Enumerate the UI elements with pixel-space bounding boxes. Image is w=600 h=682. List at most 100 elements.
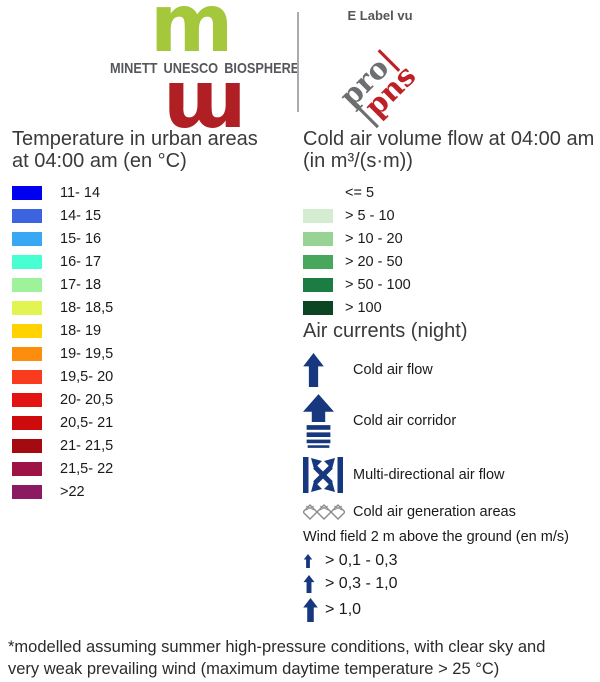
unesco-word: UNESCO xyxy=(163,60,219,77)
flow-rows: <= 5 > 5 - 10 > 10 - 20 > 20 - 50 > 50 -… xyxy=(303,181,598,319)
temperature-title-line2: at 04:00 am (en °C) xyxy=(12,150,187,172)
temperature-title-line1: Temperature in urban areas xyxy=(12,128,258,150)
cold-air-corridor-icon xyxy=(303,394,353,448)
cold-air-generation-areas-icon xyxy=(303,503,353,521)
legend-label: > 0,3 - 1,0 xyxy=(325,575,398,592)
legend-row: > 10 - 20 xyxy=(303,227,598,250)
legend-label: 14- 15 xyxy=(60,207,102,224)
temperature-rows: 11- 14 14- 15 15- 16 16- 17 17- 18 18- 1… xyxy=(12,181,292,503)
legend-row: 18- 19 xyxy=(12,319,292,342)
color-swatch xyxy=(12,369,42,384)
wind-field-title: Wind field 2 m above the ground (en m/s) xyxy=(303,529,569,545)
air-currents-section: Air currents (night) Cold air flow Cold … xyxy=(303,320,598,624)
color-swatch xyxy=(12,231,42,246)
wind-arrow-medium-icon xyxy=(303,575,325,593)
color-swatch xyxy=(12,346,42,361)
legend-label: >22 xyxy=(60,483,85,500)
legend-row: 15- 16 xyxy=(12,227,292,250)
color-swatch xyxy=(303,300,333,315)
legend-row: > 100 xyxy=(303,296,598,319)
legend-label: 17- 18 xyxy=(60,276,102,293)
prosud-rotated-text: pro| sud| xyxy=(333,43,426,134)
legend-row: Cold air flow xyxy=(303,349,598,391)
legend-row: > 0,1 - 0,3 xyxy=(303,550,598,572)
header-divider xyxy=(297,12,299,112)
legend-label: > 20 - 50 xyxy=(345,253,403,270)
color-swatch xyxy=(12,392,42,407)
legend-row: 20- 20,5 xyxy=(12,388,292,411)
cold-air-flow-arrow-icon xyxy=(303,353,353,387)
legend-label: > 10 - 20 xyxy=(345,230,403,247)
legend-label: <= 5 xyxy=(345,184,375,201)
minett-green-m-icon: m xyxy=(150,0,234,70)
legend-row: 20,5- 21 xyxy=(12,411,292,434)
minett-logo-text: MINETT UNESCO BIOSPHERE xyxy=(110,60,299,77)
legend-label: 20,5- 21 xyxy=(60,414,114,431)
multi-directional-air-flow-icon xyxy=(303,455,353,495)
color-swatch xyxy=(303,231,333,246)
flow-title-line2: (in m³/(s·m)) xyxy=(303,150,413,172)
legend-row: > 5 - 10 xyxy=(303,204,598,227)
minett-biosphere-logo: m MINETT UNESCO BIOSPHERE m xyxy=(90,0,300,157)
prosud-label: E Label vu xyxy=(347,8,413,23)
footnote-line1: *modelled assuming summer high-pressure … xyxy=(8,638,546,656)
legend-label: 18- 18,5 xyxy=(60,299,114,316)
legend-label: 11- 14 xyxy=(60,184,101,201)
legend-label: 16- 17 xyxy=(60,253,102,270)
legend-label: 19,5- 20 xyxy=(60,368,114,385)
legend-label: 21- 21,5 xyxy=(60,437,114,454)
legend-row: 16- 17 xyxy=(12,250,292,273)
prosud-mark-icon: pro| sud| xyxy=(333,42,426,134)
legend-row: 19- 19,5 xyxy=(12,342,292,365)
legend-label: Cold air generation areas xyxy=(353,504,516,520)
legend-label: 20- 20,5 xyxy=(60,391,114,408)
legend-row: 17- 18 xyxy=(12,273,292,296)
legend-label: 15- 16 xyxy=(60,230,102,247)
color-swatch xyxy=(12,277,42,292)
color-swatch xyxy=(12,208,42,223)
legend-row: >22 xyxy=(12,480,292,503)
legend-label: > 100 xyxy=(345,299,382,316)
temperature-title: Temperature in urban areas at 04:00 am (… xyxy=(12,128,292,172)
air-currents-title: Air currents (night) xyxy=(303,320,468,342)
color-swatch xyxy=(12,185,42,200)
color-swatch xyxy=(303,254,333,269)
minett-word: MINETT xyxy=(110,60,158,77)
legend-label: > 50 - 100 xyxy=(345,276,411,293)
legend-row: 21,5- 22 xyxy=(12,457,292,480)
legend-row: > 0,3 - 1,0 xyxy=(303,572,598,596)
color-swatch xyxy=(12,438,42,453)
footnote: *modelled assuming summer high-pressure … xyxy=(8,637,596,681)
legend-row: Cold air generation areas xyxy=(303,499,598,525)
color-swatch xyxy=(303,277,333,292)
legend-label: > 0,1 - 0,3 xyxy=(325,552,398,569)
wind-arrow-large-icon xyxy=(303,598,325,622)
flow-title-line1: Cold air volume flow at 04:00 am xyxy=(303,128,595,150)
legend-row: > 1,0 xyxy=(303,596,598,624)
legend-row: Multi-directional air flow xyxy=(303,451,598,499)
legend-row: 14- 15 xyxy=(12,204,292,227)
legend-row: 18- 18,5 xyxy=(12,296,292,319)
legend-row: 21- 21,5 xyxy=(12,434,292,457)
legend-row: Cold air corridor xyxy=(303,391,598,451)
color-swatch xyxy=(12,254,42,269)
flow-title: Cold air volume flow at 04:00 am (in m³/… xyxy=(303,128,598,172)
temperature-legend: Temperature in urban areas at 04:00 am (… xyxy=(12,128,292,503)
legend-label: 21,5- 22 xyxy=(60,460,114,477)
prosud-logo: E Label vu pro| sud| xyxy=(315,8,445,134)
legend-label: 19- 19,5 xyxy=(60,345,114,362)
color-swatch xyxy=(12,484,42,499)
legend-label: Cold air corridor xyxy=(353,413,457,429)
legend-row: <= 5 xyxy=(303,181,598,204)
legend-label: Cold air flow xyxy=(353,362,433,378)
legend-label: > 1,0 xyxy=(325,601,362,618)
biosphere-word: BIOSPHERE xyxy=(224,60,300,77)
color-swatch xyxy=(12,323,42,338)
legend-row: 19,5- 20 xyxy=(12,365,292,388)
wind-arrow-small-icon xyxy=(303,554,325,568)
legend-label: 18- 19 xyxy=(60,322,102,339)
color-swatch xyxy=(303,185,333,200)
legend-row: > 20 - 50 xyxy=(303,250,598,273)
color-swatch xyxy=(303,208,333,223)
